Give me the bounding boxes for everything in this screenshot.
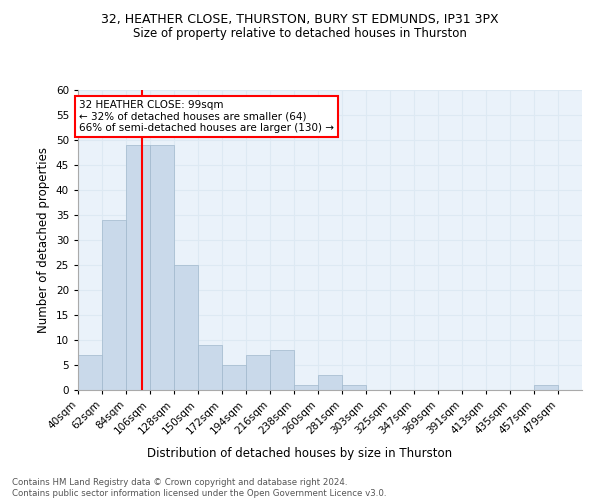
Text: Size of property relative to detached houses in Thurston: Size of property relative to detached ho… <box>133 28 467 40</box>
Bar <box>198 345 222 390</box>
Text: 32 HEATHER CLOSE: 99sqm
← 32% of detached houses are smaller (64)
66% of semi-de: 32 HEATHER CLOSE: 99sqm ← 32% of detache… <box>79 100 334 133</box>
Bar <box>78 355 102 390</box>
Bar <box>294 385 318 390</box>
Bar <box>270 350 294 390</box>
Bar <box>102 220 126 390</box>
Bar <box>318 375 342 390</box>
Text: Contains HM Land Registry data © Crown copyright and database right 2024.
Contai: Contains HM Land Registry data © Crown c… <box>12 478 386 498</box>
Bar <box>246 355 270 390</box>
Bar <box>342 385 366 390</box>
Bar <box>174 265 198 390</box>
Bar <box>222 365 246 390</box>
Bar <box>126 145 150 390</box>
Y-axis label: Number of detached properties: Number of detached properties <box>37 147 50 333</box>
Text: Distribution of detached houses by size in Thurston: Distribution of detached houses by size … <box>148 448 452 460</box>
Bar <box>534 385 558 390</box>
Bar <box>150 145 174 390</box>
Text: 32, HEATHER CLOSE, THURSTON, BURY ST EDMUNDS, IP31 3PX: 32, HEATHER CLOSE, THURSTON, BURY ST EDM… <box>101 12 499 26</box>
